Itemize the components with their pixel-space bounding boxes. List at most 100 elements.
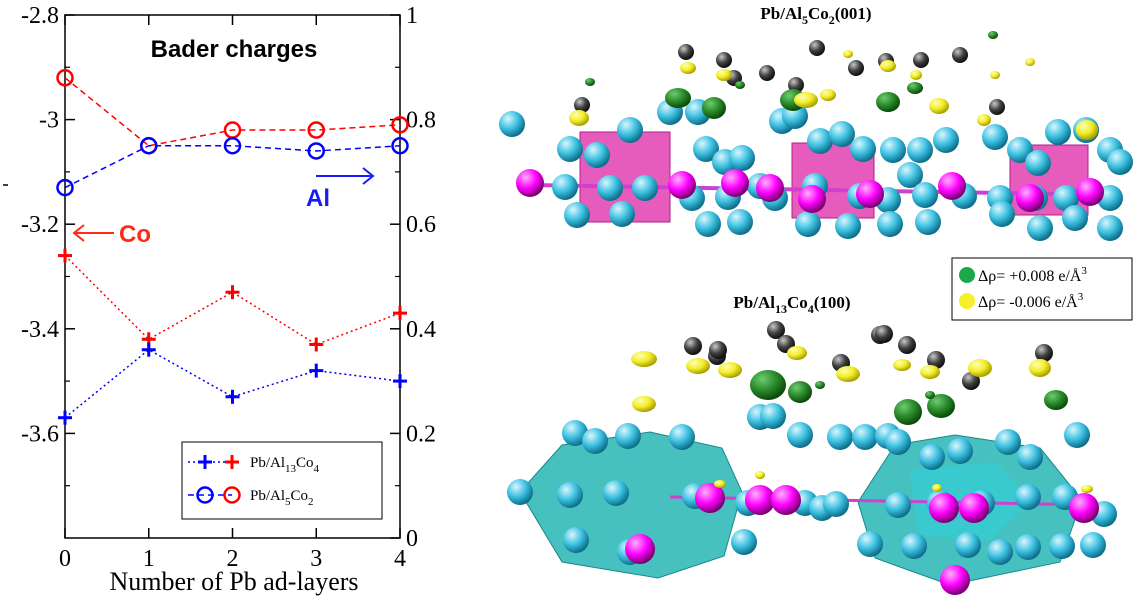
y-right-tick-label: 1 — [406, 3, 418, 29]
al-atom — [669, 424, 695, 450]
density-green — [702, 97, 726, 119]
density-yellow — [794, 92, 818, 108]
density-yellow — [1076, 120, 1098, 140]
density-legend-label: Δρ= -0.006 e/Å3 — [978, 291, 1084, 311]
density-green — [585, 78, 595, 86]
series-line — [64, 255, 401, 346]
al-atom — [897, 162, 923, 188]
al-atom — [609, 201, 635, 227]
legend-box — [181, 441, 383, 520]
density-green — [750, 370, 786, 400]
density-yellow — [990, 71, 1000, 79]
al-atom — [857, 531, 883, 557]
circle-marker — [56, 178, 74, 197]
co-atom — [668, 171, 696, 199]
density-yellow — [631, 351, 657, 367]
panel-title-bottom: Pb/Al13Co4(100) — [733, 293, 850, 316]
structure-top-al5co2 — [499, 31, 1133, 241]
al-atom — [795, 211, 821, 237]
circle-marker — [140, 137, 158, 155]
y-right-tick-label: 0 — [406, 526, 418, 552]
density-yellow — [843, 50, 853, 58]
y-left-tick-label: -2.8 — [21, 3, 59, 29]
al-atom — [557, 482, 583, 508]
y-right-tick-label: 0.4 — [406, 317, 436, 343]
density-yellow — [718, 362, 742, 378]
pb-atom — [913, 52, 929, 68]
al-atom — [760, 403, 786, 429]
al-atom — [1080, 532, 1106, 558]
density-green — [907, 82, 923, 94]
al-atom — [787, 422, 813, 448]
density-yellow — [755, 471, 765, 479]
co-atom — [756, 174, 784, 202]
al-atom — [615, 423, 641, 449]
al-atom — [499, 111, 525, 137]
co-atom — [959, 493, 989, 523]
x-tick-label: 2 — [227, 546, 239, 572]
density-yellow — [977, 114, 991, 126]
density-yellow — [680, 62, 696, 74]
circle-marker — [391, 137, 409, 155]
density-green — [876, 92, 900, 112]
al-atom — [1007, 137, 1033, 163]
al-atom — [695, 211, 721, 237]
density-yellow — [787, 346, 807, 360]
al-atom — [827, 424, 853, 450]
pb-atom — [927, 351, 945, 369]
pb-atom — [809, 40, 825, 56]
al-atom — [562, 420, 588, 446]
density-yellow — [686, 358, 710, 374]
pb-atom — [989, 99, 1005, 115]
al-atom — [1015, 534, 1041, 560]
density-green — [815, 381, 825, 389]
al-atom — [1062, 205, 1088, 231]
density-yellow — [893, 359, 911, 371]
pb-atom — [848, 60, 864, 76]
pb-atom — [962, 372, 980, 390]
al-annotation-label: Al — [306, 185, 330, 212]
pb-atom — [716, 52, 732, 68]
x-tick-label: 3 — [310, 546, 322, 572]
density-green — [665, 88, 691, 108]
al-atom — [852, 424, 878, 450]
circle-marker — [223, 486, 241, 504]
al-atom — [1027, 215, 1053, 241]
x-axis-label: Number of Pb ad-layers — [109, 567, 358, 596]
co-atom — [929, 493, 959, 523]
density-yellow — [968, 359, 992, 377]
structure-bottom-al13co4 — [507, 321, 1117, 595]
x-tick-label: 1 — [143, 546, 155, 572]
density-green — [927, 394, 955, 418]
circle-marker — [223, 137, 242, 155]
al-atom — [955, 532, 981, 558]
pb-atom — [759, 65, 775, 81]
chart-title: Bader charges — [151, 36, 318, 63]
pb-atom — [952, 47, 968, 63]
y-right-tick-label: 0.2 — [406, 421, 436, 447]
al-atom — [584, 142, 610, 168]
co-atom — [798, 185, 826, 213]
density-yellow — [569, 110, 589, 126]
series-pb-al5co2-co — [56, 69, 409, 155]
density-green — [1044, 390, 1068, 410]
density-green — [925, 391, 935, 399]
co-atom — [695, 483, 725, 513]
density-legend-swatch — [959, 267, 975, 283]
density-yellow — [632, 396, 656, 412]
al-atom — [987, 539, 1013, 565]
series-line — [64, 145, 401, 189]
circle-marker — [196, 486, 214, 504]
al-atom — [603, 480, 629, 506]
legend-entry-label: Pb/Al13Co4 — [250, 455, 320, 475]
y-left-tick-label: -3 — [39, 108, 59, 134]
al-atom — [835, 213, 861, 239]
pb-atom — [709, 341, 727, 359]
density-yellow — [716, 69, 732, 81]
axis-ticks: 0 1 2 3 4 -2.8 -3 -3.2 -3.4 -3.6 1 0.8 0.6 0.4 0.2 0 — [3, 3, 436, 572]
pb-atom — [788, 77, 804, 93]
x-tick-label: 4 — [394, 546, 406, 572]
co-atom — [1016, 184, 1044, 212]
al-atom — [915, 209, 941, 235]
density-green — [735, 81, 745, 89]
